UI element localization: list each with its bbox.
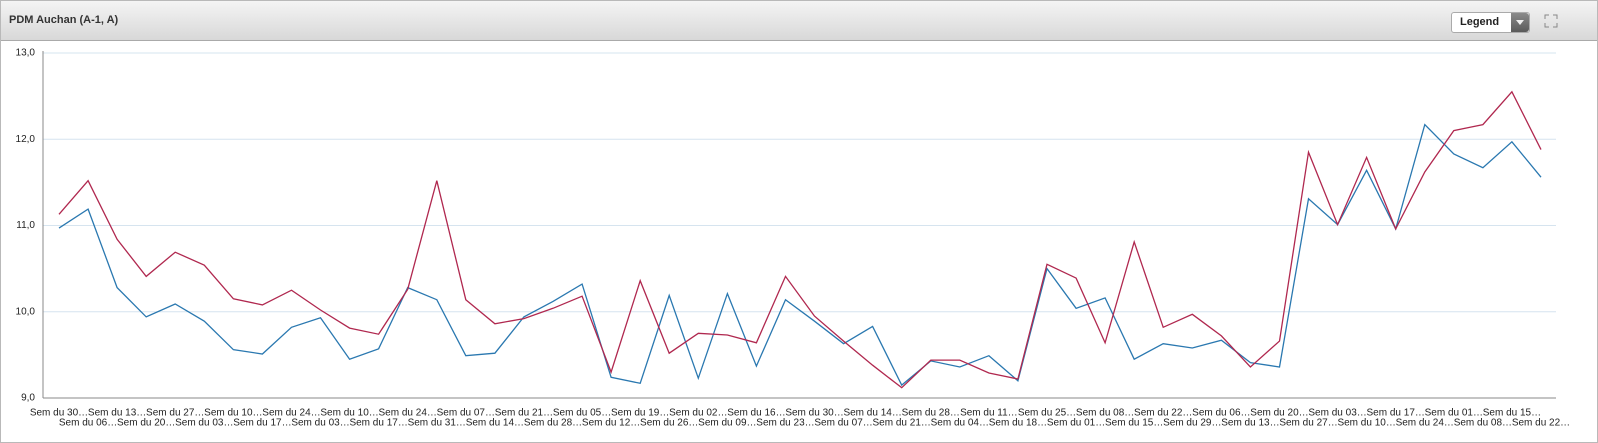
x-tick-label: Sem du 16… <box>727 408 785 419</box>
x-tick-label: Sem du 20… <box>1250 408 1308 419</box>
x-tick-label: Sem du 28… <box>902 408 960 419</box>
x-tick-label: Sem du 19… <box>611 408 669 419</box>
x-tick-label: Sem du 27… <box>146 408 204 419</box>
x-tick-label: Sem du 21… <box>873 418 931 429</box>
x-tick-label: Sem du 28… <box>524 418 582 429</box>
x-tick-label: Sem du 22… <box>1512 418 1570 429</box>
x-tick-label: Sem du 06… <box>1192 408 1250 419</box>
y-tick-label: 10,0 <box>16 306 36 317</box>
x-tick-label: Sem du 10… <box>204 408 262 419</box>
dropdown-arrow <box>1511 13 1529 32</box>
x-tick-label: Sem du 01… <box>1425 408 1483 419</box>
x-tick-label: Sem du 12… <box>582 418 640 429</box>
x-tick-label: Sem du 10… <box>1337 418 1395 429</box>
x-tick-label: Sem du 01… <box>1047 418 1105 429</box>
panel-header: PDM Auchan (A-1, A) Legend <box>1 1 1597 41</box>
x-tick-label: Sem du 14… <box>843 408 901 419</box>
y-tick-label: 11,0 <box>16 220 35 231</box>
series-line <box>58 123 1542 387</box>
x-tick-label: Sem du 11… <box>960 408 1018 419</box>
x-tick-label: Sem du 06… <box>59 418 117 429</box>
x-tick-label: Sem du 25… <box>1018 408 1076 419</box>
x-tick-label: Sem du 24… <box>379 408 437 419</box>
x-tick-label: Sem du 14… <box>466 418 524 429</box>
x-tick-label: Sem du 30… <box>785 408 843 419</box>
x-tick-label: Sem du 07… <box>814 418 872 429</box>
x-tick-label: Sem du 24… <box>262 408 320 419</box>
x-tick-label: Sem du 03… <box>1308 408 1366 419</box>
expand-icon[interactable] <box>1544 14 1558 28</box>
x-tick-label: Sem du 02… <box>669 408 727 419</box>
x-tick-label: Sem du 03… <box>291 418 349 429</box>
x-tick-label: Sem du 03… <box>175 418 233 429</box>
x-tick-label: Sem du 17… <box>349 418 407 429</box>
x-tick-label: Sem du 29… <box>1163 418 1221 429</box>
legend-dropdown[interactable]: Legend <box>1451 12 1530 33</box>
x-tick-label: Sem du 21… <box>495 408 553 419</box>
x-tick-label: Sem du 13… <box>1221 418 1279 429</box>
x-tick-label: Sem du 18… <box>989 418 1047 429</box>
x-tick-label: Sem du 08… <box>1076 408 1134 419</box>
chart-title: PDM Auchan (A-1, A) <box>9 14 119 26</box>
x-tick-label: Sem du 27… <box>1279 418 1337 429</box>
x-tick-label: Sem du 09… <box>698 418 756 429</box>
x-tick-label: Sem du 17… <box>1367 408 1425 419</box>
x-tick-label: Sem du 07… <box>437 408 495 419</box>
x-tick-label: Sem du 15… <box>1105 418 1163 429</box>
x-tick-label: Sem du 31… <box>408 418 466 429</box>
x-tick-label: Sem du 17… <box>233 418 291 429</box>
x-tick-label: Sem du 15… <box>1483 408 1541 419</box>
x-tick-label: Sem du 08… <box>1454 418 1512 429</box>
x-tick-label: Sem du 26… <box>640 418 698 429</box>
x-tick-label: Sem du 30… <box>30 408 88 419</box>
x-tick-label: Sem du 24… <box>1396 418 1454 429</box>
x-tick-label: Sem du 10… <box>320 408 378 419</box>
x-tick-label: Sem du 22… <box>1134 408 1192 419</box>
y-tick-label: 9,0 <box>21 393 35 404</box>
y-tick-label: 13,0 <box>16 48 36 59</box>
y-tick-label: 12,0 <box>16 134 36 145</box>
x-tick-label: Sem du 05… <box>553 408 611 419</box>
x-tick-label: Sem du 13… <box>88 408 146 419</box>
x-tick-label: Sem du 20… <box>117 418 175 429</box>
series-line <box>58 90 1542 389</box>
x-tick-label: Sem du 04… <box>931 418 989 429</box>
legend-dropdown-label: Legend <box>1460 16 1500 28</box>
x-tick-label: Sem du 23… <box>756 418 814 429</box>
